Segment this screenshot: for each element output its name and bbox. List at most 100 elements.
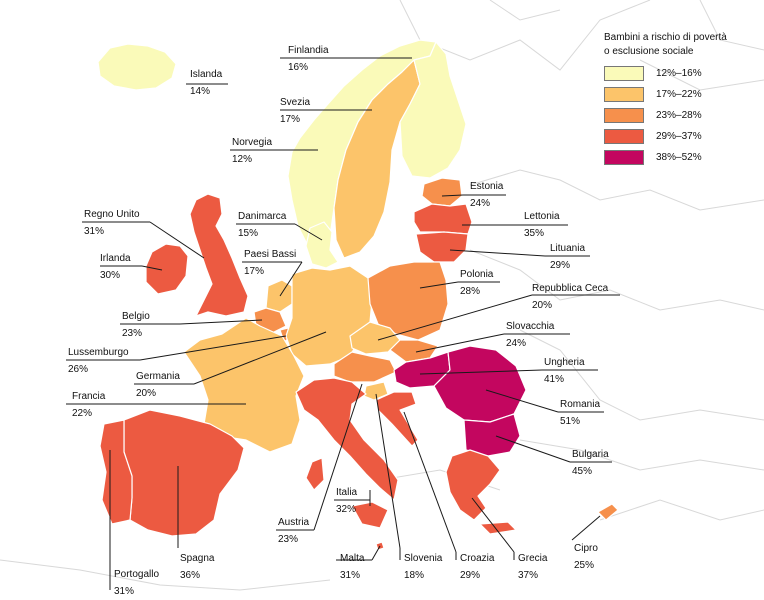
legend-item: 12%–16% xyxy=(604,65,760,82)
country-regno-unito[interactable] xyxy=(189,193,249,317)
country-value: 45% xyxy=(572,466,593,477)
label-danimarca: Danimarca 15% xyxy=(238,208,286,242)
country-value: 12% xyxy=(232,154,253,165)
legend: Bambini a rischio di povertà o esclusion… xyxy=(604,31,760,170)
country-islanda[interactable] xyxy=(97,43,177,91)
country-value: 31% xyxy=(84,226,105,237)
country-value: 31% xyxy=(114,586,135,597)
country-value: 23% xyxy=(122,328,143,339)
country-italia-sicilia[interactable] xyxy=(351,501,389,529)
label-romania: Romania 51% xyxy=(560,396,600,430)
country-name: Belgio xyxy=(122,311,150,322)
country-name: Austria xyxy=(278,517,310,528)
country-value: 51% xyxy=(560,416,581,427)
legend-swatch xyxy=(604,108,644,123)
country-finlandia[interactable] xyxy=(399,41,467,179)
legend-swatch xyxy=(604,150,644,165)
country-italia[interactable] xyxy=(295,377,399,501)
country-name: Svezia xyxy=(280,97,311,108)
legend-title-line2: o esclusione sociale xyxy=(604,46,694,57)
country-value: 32% xyxy=(336,504,357,515)
country-name: Portogallo xyxy=(114,569,160,580)
country-name: Bulgaria xyxy=(572,449,609,460)
label-paesi-bassi: Paesi Bassi 17% xyxy=(244,246,296,280)
country-name: Slovacchia xyxy=(506,321,555,332)
country-name: Regno Unito xyxy=(84,209,140,220)
country-value: 29% xyxy=(460,570,481,581)
country-name: Norvegia xyxy=(232,137,273,148)
label-bulgaria: Bulgaria 45% xyxy=(572,446,609,480)
country-name: Finlandia xyxy=(288,45,329,56)
country-value: 35% xyxy=(524,228,545,239)
label-repubblica-ceca: Repubblica Ceca 20% xyxy=(532,280,608,314)
country-name: Paesi Bassi xyxy=(244,249,297,260)
country-svezia[interactable] xyxy=(333,59,421,259)
country-croazia[interactable] xyxy=(375,391,419,447)
country-value: 17% xyxy=(280,114,301,125)
country-polonia[interactable] xyxy=(367,261,449,341)
country-lettonia[interactable] xyxy=(413,203,473,235)
country-grecia[interactable] xyxy=(445,449,501,521)
legend-item: 38%–52% xyxy=(604,149,760,166)
country-value: 41% xyxy=(544,374,565,385)
legend-label: 12%–16% xyxy=(656,68,702,79)
country-portogallo[interactable] xyxy=(99,419,133,525)
country-value: 15% xyxy=(238,228,259,239)
country-value: 18% xyxy=(404,570,425,581)
legend-label: 29%–37% xyxy=(656,131,702,142)
label-slovenia: Slovenia 18% xyxy=(404,550,442,584)
country-estonia[interactable] xyxy=(421,177,463,207)
legend-label: 17%–22% xyxy=(656,89,702,100)
legend-swatch xyxy=(604,129,644,144)
country-name: Estonia xyxy=(470,181,504,192)
label-norvegia: Norvegia 12% xyxy=(232,134,272,168)
label-grecia: Grecia 37% xyxy=(518,550,547,584)
label-finlandia: Finlandia 16% xyxy=(288,42,329,76)
label-estonia: Estonia 24% xyxy=(470,178,503,212)
country-name: Grecia xyxy=(518,553,548,564)
country-name: Lituania xyxy=(550,243,586,254)
country-name: Slovenia xyxy=(404,553,443,564)
country-value: 36% xyxy=(180,570,201,581)
country-value: 28% xyxy=(460,286,481,297)
country-value: 29% xyxy=(550,260,571,271)
country-value: 31% xyxy=(340,570,361,581)
country-value: 20% xyxy=(532,300,553,311)
country-value: 24% xyxy=(506,338,527,349)
country-irlanda[interactable] xyxy=(145,243,189,295)
label-francia: Francia 22% xyxy=(72,388,105,422)
country-paesi-bassi[interactable] xyxy=(265,279,293,313)
label-croazia: Croazia 29% xyxy=(460,550,494,584)
label-irlanda: Irlanda 30% xyxy=(100,250,131,284)
legend-item: 29%–37% xyxy=(604,128,760,145)
label-portogallo: Portogallo 31% xyxy=(114,566,159,600)
legend-item: 17%–22% xyxy=(604,86,760,103)
country-name: Polonia xyxy=(460,269,494,280)
country-romania[interactable] xyxy=(433,345,527,423)
country-value: 16% xyxy=(288,62,309,73)
country-name: Francia xyxy=(72,391,106,402)
country-name: Irlanda xyxy=(100,253,131,264)
label-svezia: Svezia 17% xyxy=(280,94,310,128)
country-name: Romania xyxy=(560,399,601,410)
country-grecia-creta[interactable] xyxy=(479,521,517,535)
country-value: 30% xyxy=(100,270,121,281)
country-lituania[interactable] xyxy=(415,231,469,263)
country-value: 25% xyxy=(574,560,595,571)
country-danimarca[interactable] xyxy=(305,221,339,269)
country-name: Malta xyxy=(340,553,365,564)
country-name: Ungheria xyxy=(544,357,585,368)
country-name: Danimarca xyxy=(238,211,287,222)
country-cipro[interactable] xyxy=(597,503,619,521)
legend-swatch xyxy=(604,66,644,81)
country-value: 23% xyxy=(278,534,299,545)
country-value: 24% xyxy=(470,198,491,209)
country-name: Germania xyxy=(136,371,180,382)
country-francia[interactable] xyxy=(183,317,305,453)
leader-lines xyxy=(66,57,620,590)
country-name: Spagna xyxy=(180,553,215,564)
country-value: 22% xyxy=(72,408,93,419)
country-italia-sardegna[interactable] xyxy=(305,457,325,491)
label-slovacchia: Slovacchia 24% xyxy=(506,318,554,352)
